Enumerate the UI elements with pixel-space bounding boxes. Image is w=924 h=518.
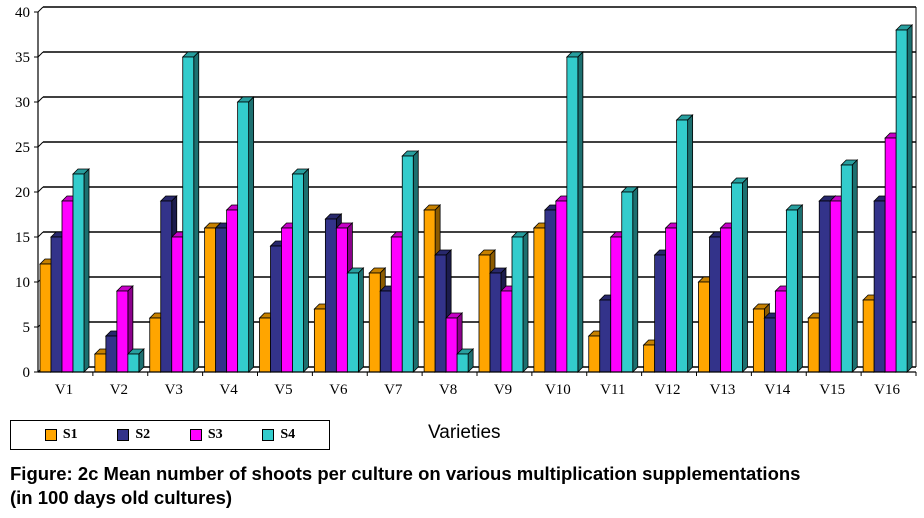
y-tick-label: 10 (15, 275, 30, 291)
x-tick-label: V4 (219, 382, 238, 398)
legend-label-s1: S1 (62, 427, 78, 442)
bar-S4-V15 (840, 159, 859, 373)
bar-S4-V12 (675, 114, 694, 373)
y-tick-label: 30 (15, 95, 30, 111)
bar-S4-V13 (730, 177, 749, 373)
bar-S4-V3 (181, 51, 200, 373)
y-tick-label: 5 (23, 320, 31, 336)
x-tick-label: V16 (874, 382, 900, 398)
bar-S4-V7 (401, 150, 420, 373)
bar-S4-V2 (126, 348, 145, 373)
bar-S4-V16 (895, 24, 914, 373)
legend-item-s2: S2 (117, 427, 150, 443)
grid-depth-30 (37, 96, 44, 103)
legend-item-s4: S4 (262, 427, 295, 443)
x-tick-label: V3 (165, 382, 183, 398)
y-tick-label: 20 (15, 185, 30, 201)
y-tick-label: 40 (15, 5, 30, 21)
grid-depth-25 (37, 141, 44, 148)
x-tick-label: V10 (545, 382, 571, 398)
x-axis-label: Varieties (428, 422, 501, 443)
x-tick-label: V12 (655, 382, 681, 398)
legend-label-s2: S2 (135, 427, 151, 442)
bar-S4-V5 (291, 168, 310, 373)
y-tick-label: 15 (15, 230, 30, 246)
bar-S4-V4 (236, 96, 255, 373)
grid-depth-20 (37, 186, 44, 193)
legend-swatch-s3 (189, 429, 202, 441)
x-tick-label: V13 (710, 382, 736, 398)
x-tick-label: V7 (384, 382, 403, 398)
bar-S4-V1 (72, 168, 90, 373)
x-tick-label: V14 (764, 382, 790, 398)
legend-item-s3: S3 (189, 427, 223, 443)
y-tick-labels: 0 5 10 15 20 25 30 35 40 (15, 5, 30, 381)
y-tick-label: 35 (15, 50, 30, 66)
legend-swatch-s2 (117, 429, 130, 441)
x-tick-label: V2 (110, 382, 128, 398)
x-tick-label: V6 (329, 382, 348, 398)
bar-S4-V8 (456, 348, 475, 373)
legend-label-s4: S4 (280, 427, 296, 442)
axes (34, 11, 917, 376)
x-tick-label: V15 (819, 382, 845, 398)
x-tick-label: V9 (494, 382, 512, 398)
legend-swatch-s4 (262, 429, 275, 441)
x-tick-label: V1 (55, 382, 73, 398)
bar-S4-V10 (565, 51, 584, 373)
bar-S4-V14 (785, 204, 804, 373)
grid-depth-40 (37, 6, 44, 13)
bar-S4-V9 (511, 231, 529, 373)
legend-swatch-s1 (44, 429, 57, 441)
x-tick-label: V11 (600, 382, 625, 398)
legend-label-s3: S3 (207, 427, 223, 442)
x-tick-label: V8 (439, 382, 457, 398)
bars (39, 24, 914, 373)
legend: S1 S2 S3 S4 (10, 420, 330, 450)
caption-line-2: (in 100 days old cultures) (10, 487, 233, 508)
grid-depth-15 (37, 231, 44, 238)
legend-item-s1: S1 (44, 427, 78, 443)
figure-caption: Figure: 2c Mean number of shoots per cul… (10, 462, 920, 510)
grid-depth-35 (37, 51, 44, 58)
bar-S4-V6 (346, 267, 365, 373)
y-tick-label: 0 (23, 365, 31, 381)
caption-line-1: Figure: 2c Mean number of shoots per cul… (10, 463, 801, 484)
x-tick-label: V5 (274, 382, 292, 398)
y-tick-label: 25 (15, 140, 30, 156)
x-tick-labels: V1 V2 V3 V4 V5 V6 V7 V8 V9 V10 V11 V12 V13 V14 V15 V16 (55, 382, 901, 398)
bar-S4-V11 (620, 186, 639, 373)
